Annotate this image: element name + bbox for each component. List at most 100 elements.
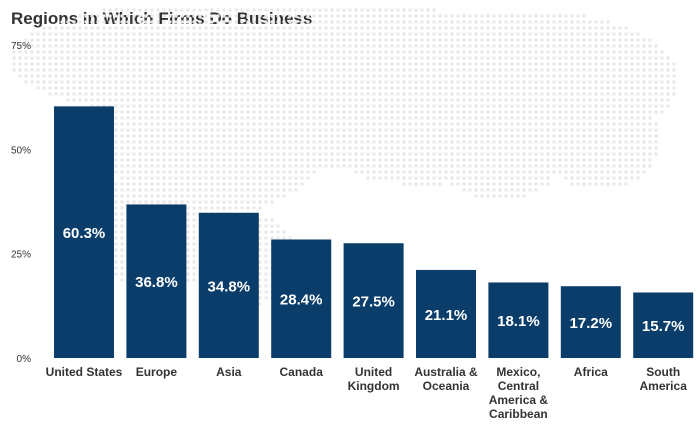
map-dot: [624, 116, 628, 120]
map-dot: [624, 50, 628, 54]
map-dot: [582, 134, 586, 138]
map-dot: [312, 14, 316, 18]
map-dot: [456, 134, 460, 138]
map-dot: [570, 182, 574, 186]
map-dot: [330, 128, 334, 132]
map-dot: [228, 146, 232, 150]
map-dot: [576, 176, 580, 180]
map-dot: [228, 44, 232, 48]
map-dot: [306, 26, 310, 30]
map-dot: [270, 32, 274, 36]
map-dot: [186, 20, 190, 24]
map-dot: [420, 164, 424, 168]
map-dot: [366, 98, 370, 102]
map-dot: [612, 152, 616, 156]
map-dot: [348, 146, 352, 150]
map-dot: [132, 98, 136, 102]
map-dot: [294, 110, 298, 114]
map-dot: [222, 104, 226, 108]
map-dot: [672, 62, 676, 66]
map-dot: [588, 152, 592, 156]
map-dot: [186, 182, 190, 186]
map-dot: [456, 182, 460, 186]
map-dot: [570, 62, 574, 66]
map-dot: [186, 68, 190, 72]
map-dot: [612, 38, 616, 42]
map-dot: [114, 122, 118, 126]
map-dot: [210, 26, 214, 30]
map-dot: [264, 254, 268, 258]
map-dot: [366, 140, 370, 144]
map-dot: [630, 176, 634, 180]
map-dot: [552, 80, 556, 84]
map-dot: [186, 122, 190, 126]
map-dot: [246, 146, 250, 150]
map-dot: [534, 170, 538, 174]
map-dot: [246, 134, 250, 138]
map-dot: [138, 74, 142, 78]
map-dot: [354, 56, 358, 60]
map-dot: [258, 218, 262, 222]
map-dot: [210, 14, 214, 18]
map-dot: [432, 68, 436, 72]
map-dot: [612, 32, 616, 36]
map-dot: [354, 20, 358, 24]
map-dot: [96, 86, 100, 90]
map-dot: [486, 92, 490, 96]
map-dot: [516, 38, 520, 42]
map-dot: [282, 128, 286, 132]
map-dot: [96, 62, 100, 66]
map-dot: [420, 104, 424, 108]
map-dot: [150, 32, 154, 36]
map-dot: [396, 92, 400, 96]
map-dot: [144, 146, 148, 150]
map-dot: [486, 62, 490, 66]
map-dot: [576, 110, 580, 114]
map-dot: [168, 164, 172, 168]
map-dot: [396, 20, 400, 24]
map-dot: [132, 134, 136, 138]
map-dot: [282, 32, 286, 36]
map-dot: [72, 80, 76, 84]
map-dot: [174, 14, 178, 18]
map-dot: [360, 32, 364, 36]
map-dot: [114, 146, 118, 150]
map-dot: [198, 26, 202, 30]
map-dot: [474, 14, 478, 18]
map-dot: [180, 116, 184, 120]
map-dot: [426, 44, 430, 48]
map-dot: [564, 116, 568, 120]
map-dot: [168, 20, 172, 24]
map-dot: [180, 104, 184, 108]
map-dot: [306, 74, 310, 78]
map-dot: [582, 50, 586, 54]
map-dot: [258, 290, 262, 294]
map-dot: [192, 182, 196, 186]
map-dot: [426, 50, 430, 54]
map-dot: [522, 98, 526, 102]
map-dot: [384, 8, 388, 12]
map-dot: [504, 62, 508, 66]
map-dot: [126, 92, 130, 96]
map-dot: [150, 68, 154, 72]
map-dot: [150, 26, 154, 30]
map-dot: [204, 92, 208, 96]
map-dot: [594, 98, 598, 102]
map-dot: [240, 116, 244, 120]
map-dot: [228, 56, 232, 60]
map-dot: [540, 164, 544, 168]
map-dot: [558, 44, 562, 48]
map-dot: [132, 176, 136, 180]
map-dot: [594, 122, 598, 126]
map-dot: [228, 26, 232, 30]
map-dot: [558, 104, 562, 108]
map-dot: [636, 170, 640, 174]
map-dot: [162, 188, 166, 192]
map-dot: [396, 128, 400, 132]
map-dot: [480, 32, 484, 36]
map-dot: [384, 14, 388, 18]
map-dot: [636, 98, 640, 102]
map-dot: [546, 110, 550, 114]
map-dot: [216, 140, 220, 144]
map-dot: [126, 122, 130, 126]
